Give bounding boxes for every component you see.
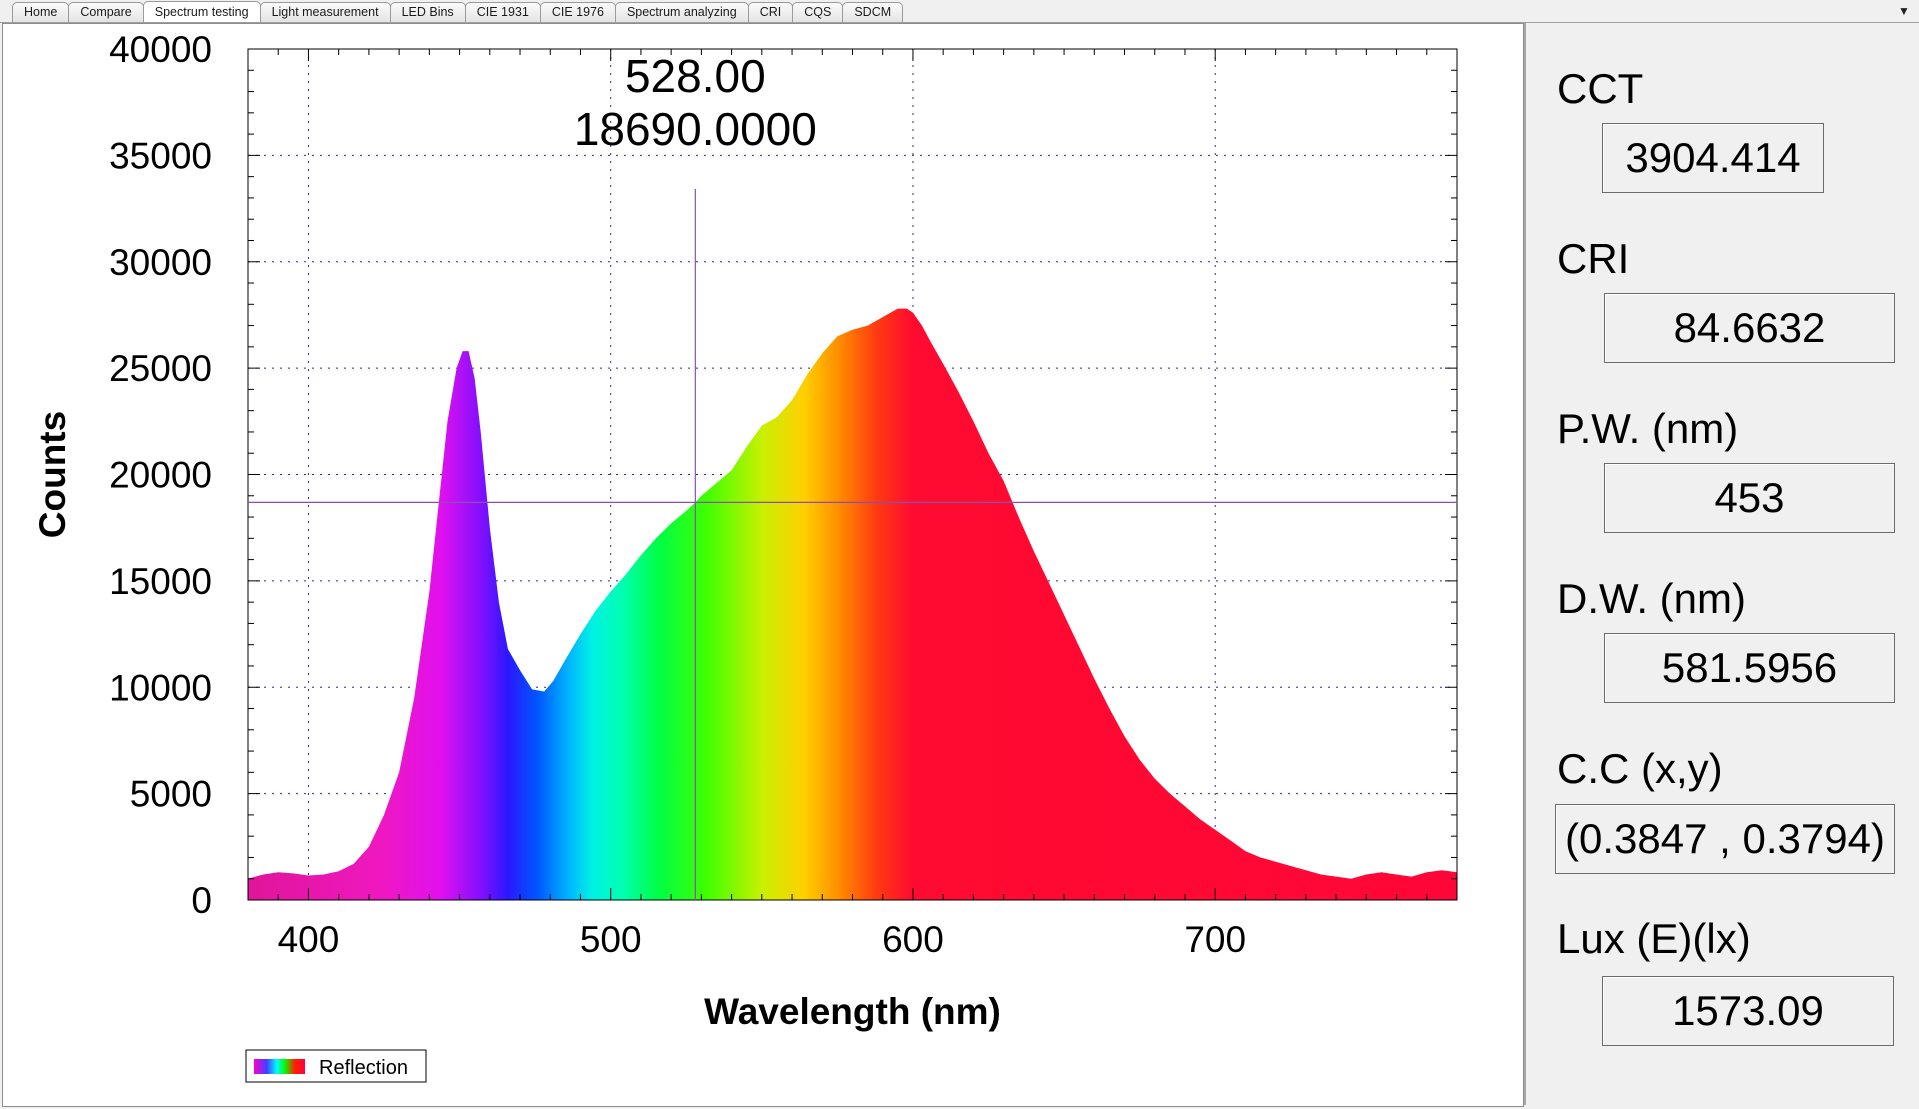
y-tick-label: 10000 <box>109 667 212 708</box>
reflection-series-area <box>248 308 1457 901</box>
measurement-panel: CCT 3904.414 CRI 84.6632 P.W. (nm) 453 D… <box>1524 23 1918 1105</box>
y-tick-label: 5000 <box>130 774 212 815</box>
cri-value-field[interactable]: 84.6632 <box>1604 293 1895 363</box>
dominant-wavelength-label: D.W. (nm) <box>1557 575 1746 622</box>
cursor-x-readout: 528.00 <box>625 50 766 102</box>
x-tick-labels: 400 500 600 700 <box>278 919 1246 960</box>
tab-bar: Home Compare Spectrum testing Light measure… <box>0 0 1919 23</box>
y-tick-label: 40000 <box>109 29 212 70</box>
lux-value-field[interactable]: 1573.09 <box>1602 976 1894 1046</box>
tab-cqs[interactable]: CQS <box>792 2 844 22</box>
x-tick-label: 600 <box>882 919 944 960</box>
y-tick-label: 20000 <box>109 455 212 496</box>
peak-wavelength-label: P.W. (nm) <box>1557 405 1739 452</box>
y-tick-label: 0 <box>191 880 212 921</box>
tab-spectrum-analyzing[interactable]: Spectrum analyzing <box>614 2 749 22</box>
tab-home[interactable]: Home <box>12 2 70 22</box>
cct-label: CCT <box>1557 65 1644 112</box>
tab-spectrum-testing[interactable]: Spectrum testing <box>142 1 261 22</box>
y-tick-label: 30000 <box>109 242 212 283</box>
tab-compare[interactable]: Compare <box>68 2 144 22</box>
chromaticity-label: C.C (x,y) <box>1557 745 1723 792</box>
y-tick-labels: 0 5000 10000 15000 20000 25000 30000 35000 40000 <box>109 29 212 921</box>
legend: Reflection <box>245 1049 427 1083</box>
y-tick-label: 15000 <box>109 561 212 602</box>
tab-led-bins[interactable]: LED Bins <box>389 2 466 22</box>
x-tick-label: 700 <box>1184 919 1246 960</box>
spectrum-chart[interactable]: 528.00 18690.0000 400 500 600 700 0 5000 1000… <box>3 24 1523 1106</box>
tab-strip: Home Compare Spectrum testing Light measure… <box>12 1 904 22</box>
y-tick-label: 25000 <box>109 348 212 389</box>
cri-label: CRI <box>1557 235 1630 282</box>
y-tick-label: 35000 <box>109 135 212 176</box>
cursor-y-readout: 18690.0000 <box>574 103 817 155</box>
tab-cie-1976[interactable]: CIE 1976 <box>539 2 616 22</box>
tab-light-measurement[interactable]: Light measurement <box>259 2 391 22</box>
y-axis-title: Counts <box>32 411 73 538</box>
chromaticity-field[interactable]: (0.3847 , 0.3794) <box>1555 804 1895 874</box>
x-tick-label: 400 <box>278 919 340 960</box>
legend-swatch <box>254 1059 305 1074</box>
x-tick-label: 500 <box>580 919 642 960</box>
tab-cie-1931[interactable]: CIE 1931 <box>464 2 541 22</box>
lux-label: Lux (E)(lx) <box>1557 915 1751 962</box>
x-axis-title: Wavelength (nm) <box>704 991 1001 1032</box>
tab-cri[interactable]: CRI <box>747 2 794 22</box>
axis-ticks <box>247 48 1458 901</box>
dominant-wavelength-field[interactable]: 581.5956 <box>1604 633 1895 703</box>
tab-sdcm[interactable]: SDCM <box>842 2 904 22</box>
chevron-down-icon[interactable]: ▼ <box>1898 4 1910 18</box>
legend-label: Reflection <box>319 1057 408 1079</box>
crosshair-cursor[interactable] <box>248 189 1457 900</box>
spectrum-chart-panel: 528.00 18690.0000 400 500 600 700 0 5000 1000… <box>2 23 1524 1107</box>
cct-value-field[interactable]: 3904.414 <box>1602 123 1824 193</box>
peak-wavelength-field[interactable]: 453 <box>1604 463 1895 533</box>
